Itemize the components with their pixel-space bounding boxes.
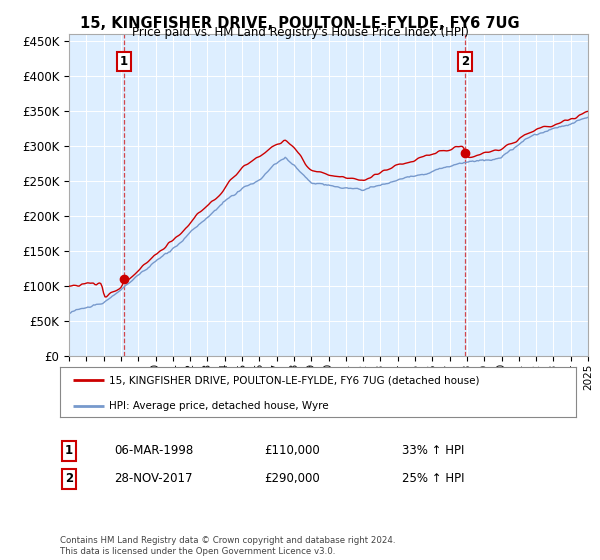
Text: £290,000: £290,000 bbox=[264, 472, 320, 486]
Text: 1: 1 bbox=[65, 444, 73, 458]
Text: HPI: Average price, detached house, Wyre: HPI: Average price, detached house, Wyre bbox=[109, 401, 329, 411]
Text: £110,000: £110,000 bbox=[264, 444, 320, 458]
Text: 06-MAR-1998: 06-MAR-1998 bbox=[114, 444, 193, 458]
Text: 2: 2 bbox=[65, 472, 73, 486]
Text: 28-NOV-2017: 28-NOV-2017 bbox=[114, 472, 193, 486]
Text: 15, KINGFISHER DRIVE, POULTON-LE-FYLDE, FY6 7UG (detached house): 15, KINGFISHER DRIVE, POULTON-LE-FYLDE, … bbox=[109, 375, 479, 385]
Text: 2: 2 bbox=[461, 55, 469, 68]
Text: Contains HM Land Registry data © Crown copyright and database right 2024.
This d: Contains HM Land Registry data © Crown c… bbox=[60, 536, 395, 556]
Text: Price paid vs. HM Land Registry's House Price Index (HPI): Price paid vs. HM Land Registry's House … bbox=[131, 26, 469, 39]
Text: 15, KINGFISHER DRIVE, POULTON-LE-FYLDE, FY6 7UG: 15, KINGFISHER DRIVE, POULTON-LE-FYLDE, … bbox=[80, 16, 520, 31]
Text: 25% ↑ HPI: 25% ↑ HPI bbox=[402, 472, 464, 486]
Text: 33% ↑ HPI: 33% ↑ HPI bbox=[402, 444, 464, 458]
Text: 1: 1 bbox=[120, 55, 128, 68]
